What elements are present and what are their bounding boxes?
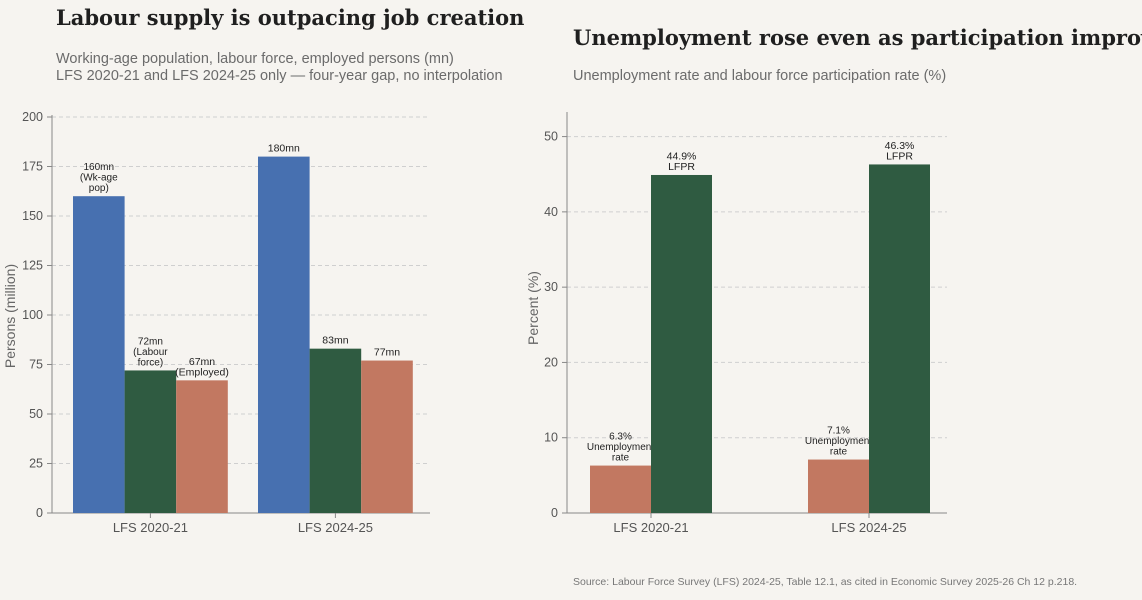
left-bar (309, 348, 362, 513)
left-y-tick-label: 150 (22, 209, 43, 223)
right-data-label: 46.3% LFPR (885, 140, 915, 163)
left-chart-subtitle-line-2: LFS 2020-21 and LFS 2024-25 only — four-… (56, 68, 503, 84)
right-bar (590, 465, 651, 513)
right-bar (869, 164, 930, 513)
left-data-label: 77mn (374, 347, 400, 359)
right-category-label: LFS 2020-21 (613, 520, 688, 535)
left-y-axis-label: Persons (million) (2, 264, 18, 368)
left-data-label: 72mn (Labour force) (133, 336, 168, 368)
right-bar-chart: 0 10 20 30 40 50 Percent (%) LFS 2020-21 6.3% Une… (525, 112, 947, 535)
left-category-label: LFS 2024-25 (298, 520, 373, 535)
right-y-tick-label: 30 (544, 280, 558, 294)
left-chart-title: Labour supply is outpacing job creation (56, 5, 525, 30)
source-note: Source: Labour Force Survey (LFS) 2024-2… (573, 576, 1078, 588)
right-y-axis-label: Percent (%) (525, 271, 541, 345)
right-data-label: 7.1% Unemployment rate (805, 426, 872, 458)
left-bar (176, 380, 228, 513)
right-data-label: 44.9% LFPR (667, 150, 697, 173)
left-category-label: LFS 2020-21 (113, 520, 188, 535)
right-y-tick-label: 20 (544, 355, 558, 369)
left-chart-subtitle-line-1: Working-age population, labour force, em… (56, 51, 454, 67)
left-data-label: 67mn (Employed) (175, 356, 229, 379)
left-bar (124, 370, 177, 513)
left-y-tick-label: 175 (22, 160, 43, 174)
right-y-tick-label: 40 (544, 205, 558, 219)
left-data-label: 83mn (322, 335, 348, 347)
right-y-tick-label: 0 (551, 506, 558, 520)
left-y-tick-label: 200 (22, 110, 43, 124)
right-category-label: LFS 2024-25 (831, 520, 906, 535)
left-y-tick-label: 0 (36, 506, 43, 520)
right-bar (651, 174, 712, 513)
left-y-tick-label: 125 (22, 259, 43, 273)
left-bar (73, 196, 125, 513)
left-bar (258, 156, 310, 513)
right-chart-title: Unemployment rose even as participation … (573, 25, 1142, 50)
left-bar (361, 360, 413, 513)
left-y-tick-label: 75 (29, 358, 43, 372)
left-y-tick-label: 100 (22, 308, 43, 322)
left-y-tick-label: 50 (29, 407, 43, 421)
left-y-tick-label: 25 (29, 457, 43, 471)
left-bar-chart: 0 25 50 75 100 125 150 175 200 Persons (million) L… (2, 110, 430, 535)
left-data-label: 180mn (268, 143, 300, 155)
right-data-label: 6.3% Unemployment rate (587, 432, 654, 464)
right-y-tick-label: 10 (544, 431, 558, 445)
right-chart-subtitle: Unemployment rate and labour force parti… (573, 68, 947, 84)
left-data-label: 160mn (Wk-age pop) (80, 162, 118, 194)
right-bar (808, 459, 869, 513)
right-y-tick-label: 50 (544, 130, 558, 144)
